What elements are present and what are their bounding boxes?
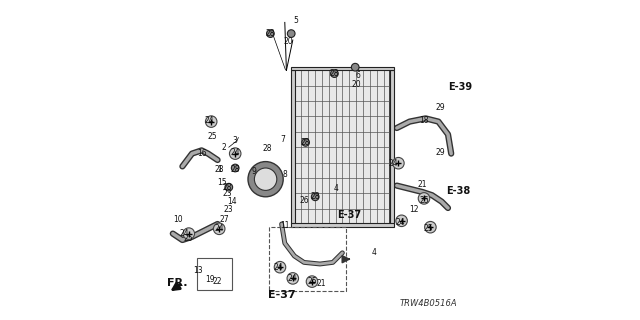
Text: 15: 15 xyxy=(218,178,227,187)
Circle shape xyxy=(351,63,359,71)
Text: 24: 24 xyxy=(288,274,298,283)
Text: 28: 28 xyxy=(230,165,240,174)
Text: 20: 20 xyxy=(352,80,362,89)
Text: 29: 29 xyxy=(435,148,445,156)
Text: 28: 28 xyxy=(266,29,275,38)
Text: 28: 28 xyxy=(310,192,320,201)
Circle shape xyxy=(275,261,285,273)
Text: 3: 3 xyxy=(233,136,237,145)
Bar xyxy=(291,70,295,224)
Bar xyxy=(291,223,394,227)
Circle shape xyxy=(302,139,310,146)
Text: 24: 24 xyxy=(395,218,405,227)
Text: 9: 9 xyxy=(252,167,257,176)
Text: 18: 18 xyxy=(419,116,429,124)
Text: E-39: E-39 xyxy=(448,82,472,92)
Text: 25: 25 xyxy=(208,132,218,140)
Circle shape xyxy=(287,273,298,284)
Circle shape xyxy=(232,164,239,172)
Circle shape xyxy=(330,70,338,77)
Circle shape xyxy=(425,221,436,233)
Text: 5: 5 xyxy=(294,16,298,25)
Circle shape xyxy=(266,30,274,37)
Text: 24: 24 xyxy=(205,116,214,124)
Text: 25: 25 xyxy=(424,224,434,233)
Text: TRW4B0516A: TRW4B0516A xyxy=(400,299,458,308)
Text: 2: 2 xyxy=(221,143,227,152)
Text: 27: 27 xyxy=(219,215,229,224)
Text: 1: 1 xyxy=(217,165,221,174)
Circle shape xyxy=(255,168,277,190)
Text: 24: 24 xyxy=(230,148,240,156)
Circle shape xyxy=(312,193,319,201)
Circle shape xyxy=(248,162,284,197)
Text: 24: 24 xyxy=(179,229,189,238)
Text: 13: 13 xyxy=(193,266,204,275)
Text: 26: 26 xyxy=(299,196,309,204)
Text: 10: 10 xyxy=(173,215,182,224)
Text: 24: 24 xyxy=(214,224,224,233)
Circle shape xyxy=(419,193,430,204)
Circle shape xyxy=(307,276,317,287)
Text: 25: 25 xyxy=(184,234,194,243)
Text: 11: 11 xyxy=(280,221,289,230)
Bar xyxy=(197,258,232,290)
Text: 23: 23 xyxy=(224,205,234,214)
Text: 19: 19 xyxy=(205,276,214,284)
Bar xyxy=(294,70,390,224)
Text: 23: 23 xyxy=(222,189,232,198)
Circle shape xyxy=(396,215,408,227)
Text: 16: 16 xyxy=(196,149,207,158)
Bar xyxy=(269,227,346,291)
Text: 21: 21 xyxy=(418,180,427,188)
Text: 4: 4 xyxy=(372,248,377,257)
Text: 20: 20 xyxy=(283,37,293,46)
Circle shape xyxy=(205,116,217,127)
Text: E-37: E-37 xyxy=(337,210,361,220)
Bar xyxy=(390,70,394,224)
Text: 22: 22 xyxy=(212,277,221,286)
Circle shape xyxy=(230,148,241,159)
Text: 7: 7 xyxy=(281,135,285,144)
Text: 28: 28 xyxy=(301,138,310,147)
Circle shape xyxy=(225,183,233,191)
Text: 4: 4 xyxy=(333,184,339,193)
Text: 28: 28 xyxy=(262,144,272,153)
Text: FR.: FR. xyxy=(167,278,188,288)
Text: 14: 14 xyxy=(227,197,237,206)
Circle shape xyxy=(287,30,295,37)
Text: 29: 29 xyxy=(435,103,445,112)
Bar xyxy=(291,67,394,70)
Text: 28: 28 xyxy=(330,69,339,78)
Text: 28: 28 xyxy=(223,183,232,192)
Text: 6: 6 xyxy=(356,71,361,80)
Circle shape xyxy=(214,223,225,235)
Text: E-38: E-38 xyxy=(447,186,470,196)
Text: 25: 25 xyxy=(419,196,429,204)
Text: 28: 28 xyxy=(214,165,224,174)
Circle shape xyxy=(393,157,404,169)
Text: 24: 24 xyxy=(388,159,399,168)
Circle shape xyxy=(183,228,195,239)
Text: 8: 8 xyxy=(282,170,287,179)
Text: 24: 24 xyxy=(273,263,284,272)
Text: E-37: E-37 xyxy=(268,290,296,300)
Text: 12: 12 xyxy=(410,205,419,214)
Text: 21: 21 xyxy=(317,279,326,288)
Text: 25: 25 xyxy=(307,277,317,286)
